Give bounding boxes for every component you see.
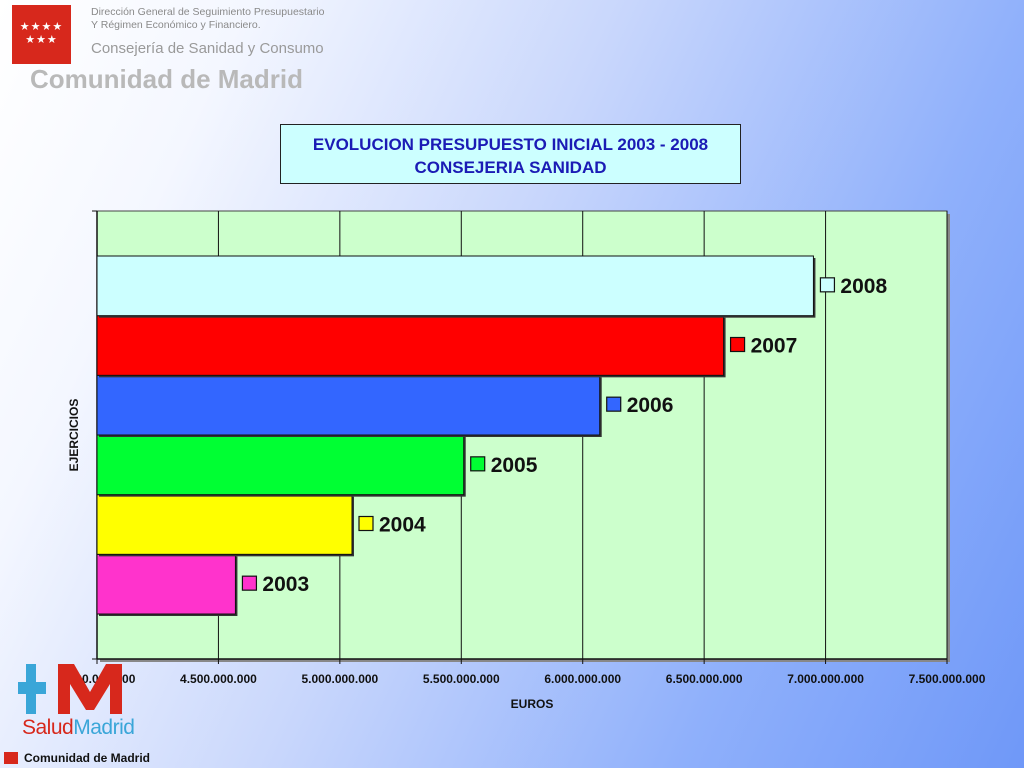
y-axis-title: EJERCICIOS xyxy=(67,399,81,472)
bar-label-swatch-2006 xyxy=(606,396,622,412)
bar-label-2004: 2004 xyxy=(379,514,426,537)
bar-2007 xyxy=(96,315,725,376)
bar-label-swatch-2004 xyxy=(358,515,374,532)
bar-label-swatch-2003 xyxy=(241,575,258,591)
x-tick-label: 6.500.000.000 xyxy=(666,672,743,686)
x-tick-label: 4.500.000.000 xyxy=(180,672,257,686)
x-tick-label: 7.000.000.000 xyxy=(787,672,864,686)
bar-label-2003: 2003 xyxy=(262,573,309,596)
directorate-line-1: Dirección General de Seguimiento Presupu… xyxy=(91,6,325,18)
chart-title-line-1: EVOLUCION PRESUPUESTO INICIAL 2003 - 200… xyxy=(312,135,709,154)
organization-name: Comunidad de Madrid xyxy=(30,64,303,94)
x-tick-label: 6.000.000.000 xyxy=(544,672,621,686)
chart-title: EVOLUCION PRESUPUESTO INICIAL 2003 - 200… xyxy=(280,124,741,184)
madrid-flag-logo: ★★★★ ★★★ xyxy=(12,5,71,64)
x-tick-label: 5.500.000.000 xyxy=(423,672,500,686)
directorate-text: Dirección General de Seguimiento Presupu… xyxy=(91,6,324,32)
bar-2003 xyxy=(96,553,236,615)
bar-label-swatch-2007 xyxy=(729,336,746,353)
bar-label-swatch-2008 xyxy=(819,277,836,293)
salud-madrid-logo-icon xyxy=(18,664,122,714)
salud-madrid-wordmark: SaludMadrid xyxy=(22,716,135,739)
bar-label-2005: 2005 xyxy=(491,454,538,477)
directorate-line-2: Y Régimen Económico y Financiero. xyxy=(91,19,261,31)
footer-flag-icon xyxy=(4,752,18,764)
bar-2008 xyxy=(96,255,814,317)
bar-2005 xyxy=(96,434,465,496)
department-name: Consejería de Sanidad y Consumo xyxy=(91,40,324,57)
bar-label-2008: 2008 xyxy=(840,275,887,298)
bar-label-2006: 2006 xyxy=(627,394,674,417)
bar-2006 xyxy=(96,374,601,436)
x-tick-label: 7.500.000.000 xyxy=(909,672,986,686)
x-tick-label: 5.000.000.000 xyxy=(301,672,378,686)
chart-title-line-2: CONSEJERIA SANIDAD xyxy=(414,158,607,177)
bar-label-2007: 2007 xyxy=(751,335,798,358)
x-axis-title: EUROS xyxy=(511,697,554,711)
footer-organization: Comunidad de Madrid xyxy=(24,751,150,765)
bar-label-swatch-2005 xyxy=(470,456,486,472)
bar-2004 xyxy=(96,494,353,555)
